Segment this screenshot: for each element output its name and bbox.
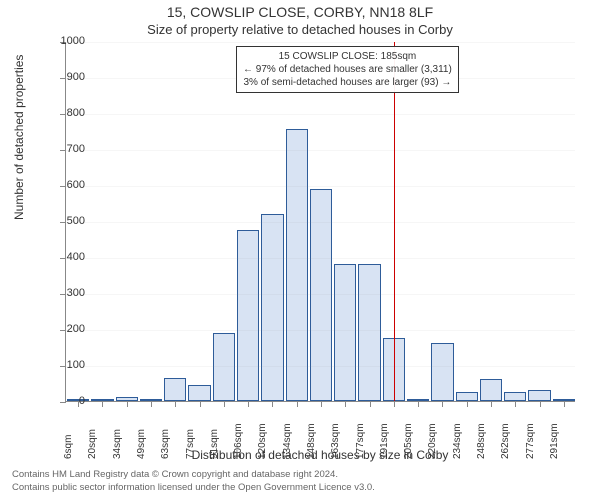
footer-attribution: Contains HM Land Registry data © Crown c…: [12, 469, 375, 494]
y-tick-label: 100: [67, 359, 85, 371]
histogram-bar: [528, 390, 550, 401]
histogram-bar: [504, 392, 526, 401]
y-tick-label: 700: [67, 143, 85, 155]
annotation-line: 15 COWSLIP CLOSE: 185sqm: [243, 50, 452, 63]
annotation-line: ← 97% of detached houses are smaller (3,…: [243, 63, 452, 76]
histogram-bar: [261, 214, 283, 401]
x-tick-label: 120sqm: [257, 423, 268, 459]
x-tick-label: 291sqm: [549, 423, 560, 459]
annotation-box: 15 COWSLIP CLOSE: 185sqm← 97% of detache…: [236, 46, 459, 93]
chart-title: 15, COWSLIP CLOSE, CORBY, NN18 8LF: [0, 4, 600, 20]
x-tick-label: 220sqm: [427, 423, 438, 459]
x-tick-label: 34sqm: [112, 429, 123, 459]
histogram-bar: [358, 264, 380, 401]
histogram-bar: [286, 129, 308, 401]
plot-area: 15 COWSLIP CLOSE: 185sqm← 97% of detache…: [65, 42, 575, 402]
y-tick-label: 400: [67, 251, 85, 263]
chart-subtitle: Size of property relative to detached ho…: [0, 22, 600, 37]
histogram-bar: [431, 343, 453, 401]
x-tick-label: 49sqm: [136, 429, 147, 459]
x-tick-label: 91sqm: [209, 429, 220, 459]
y-tick-label: 300: [67, 287, 85, 299]
footer-line-1: Contains HM Land Registry data © Crown c…: [12, 469, 375, 481]
y-tick-label: 1000: [61, 35, 85, 47]
x-tick-label: 163sqm: [330, 423, 341, 459]
x-tick-label: 6sqm: [63, 435, 74, 459]
x-tick-label: 20sqm: [87, 429, 98, 459]
histogram-bar: [334, 264, 356, 401]
marker-line: [394, 42, 396, 401]
y-tick-label: 0: [79, 395, 85, 407]
x-tick-label: 148sqm: [306, 423, 317, 459]
histogram-bar: [164, 378, 186, 401]
y-tick-label: 500: [67, 215, 85, 227]
x-tick-label: 262sqm: [500, 423, 511, 459]
y-tick-label: 900: [67, 71, 85, 83]
annotation-line: 3% of semi-detached houses are larger (9…: [243, 76, 452, 89]
x-tick-label: 191sqm: [379, 423, 390, 459]
x-tick-label: 106sqm: [233, 423, 244, 459]
histogram-bar: [237, 230, 259, 401]
x-tick-label: 77sqm: [185, 429, 196, 459]
footer-line-2: Contains public sector information licen…: [12, 482, 375, 494]
chart-container: 15, COWSLIP CLOSE, CORBY, NN18 8LF Size …: [0, 0, 600, 500]
x-tick-label: 234sqm: [452, 423, 463, 459]
x-tick-label: 205sqm: [403, 423, 414, 459]
y-tick-label: 600: [67, 179, 85, 191]
y-tick-label: 200: [67, 323, 85, 335]
histogram-bar: [188, 385, 210, 401]
histogram-bar: [480, 379, 502, 401]
x-tick-label: 134sqm: [282, 423, 293, 459]
y-tick-label: 800: [67, 107, 85, 119]
x-tick-label: 248sqm: [476, 423, 487, 459]
x-tick-label: 277sqm: [525, 423, 536, 459]
y-axis-label: Number of detached properties: [12, 55, 26, 220]
x-tick-label: 63sqm: [160, 429, 171, 459]
histogram-bar: [456, 392, 478, 401]
x-tick-label: 177sqm: [355, 423, 366, 459]
